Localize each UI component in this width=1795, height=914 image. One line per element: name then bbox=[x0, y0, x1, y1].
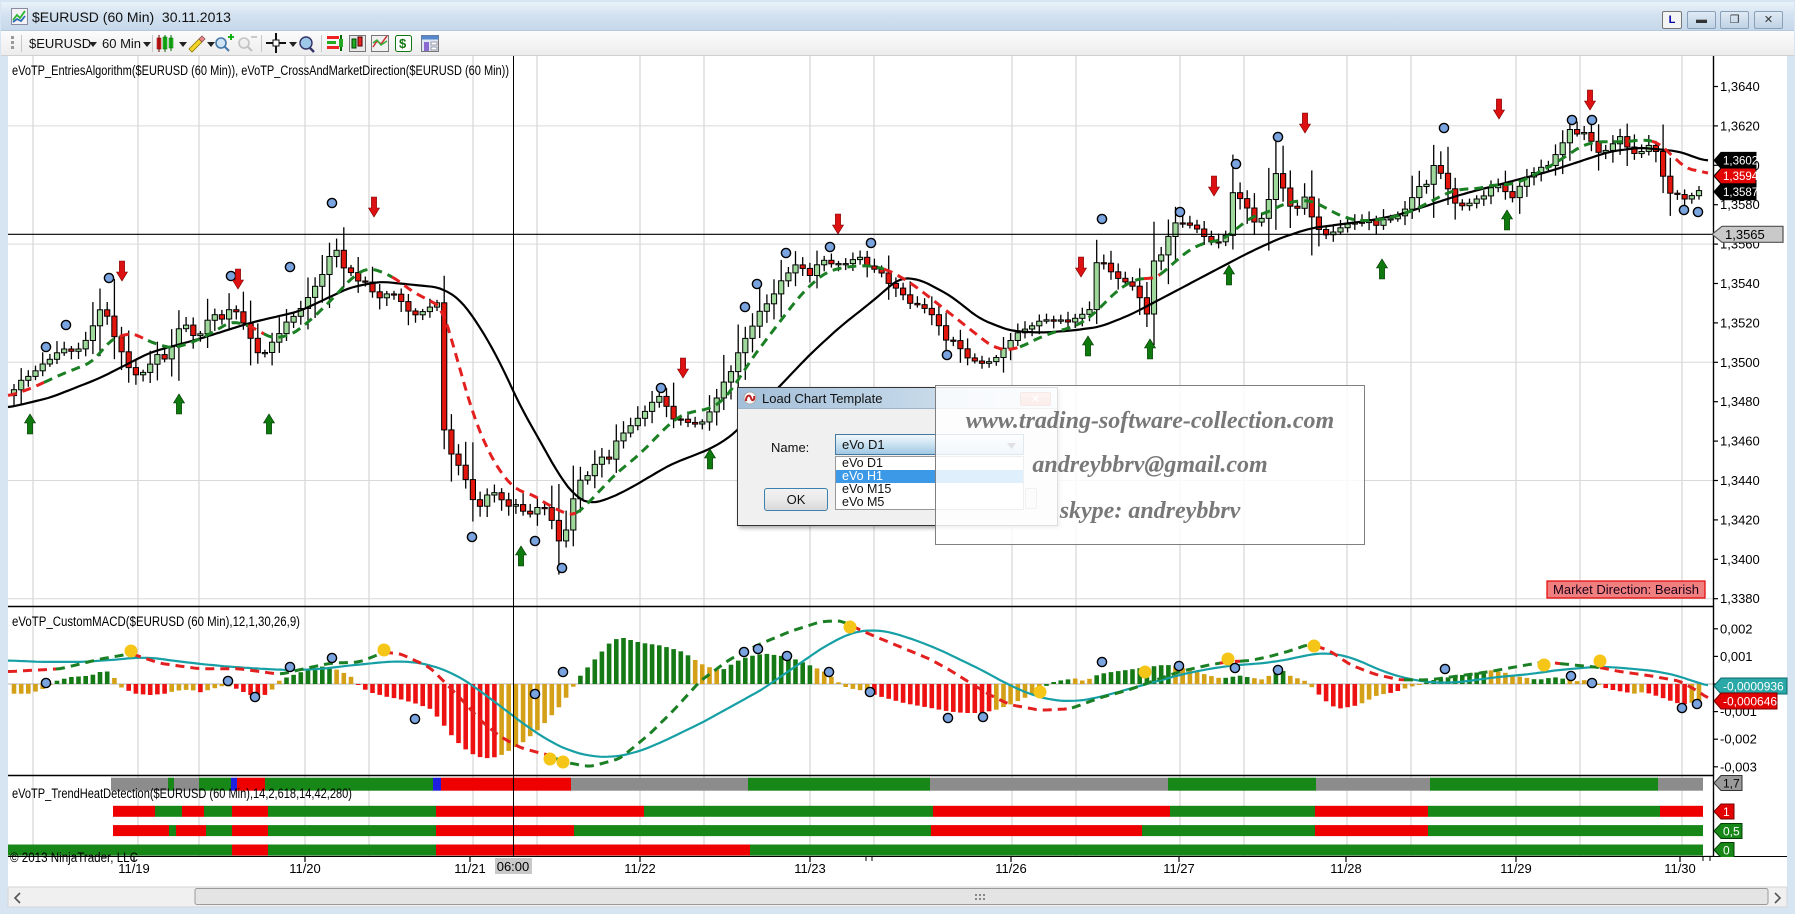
svg-text:-0,0000936: -0,0000936 bbox=[1723, 679, 1784, 693]
svg-text:-0,003: -0,003 bbox=[1720, 759, 1757, 774]
svg-text:1,3602: 1,3602 bbox=[1723, 156, 1758, 168]
svg-text:1,3380: 1,3380 bbox=[1720, 591, 1760, 606]
svg-text:eVoTP_CustomMACD($EURUSD (60 M: eVoTP_CustomMACD($EURUSD (60 Min),12,1,3… bbox=[12, 614, 300, 629]
svg-text:1,3587: 1,3587 bbox=[1723, 187, 1758, 199]
svg-text:1,3594: 1,3594 bbox=[1723, 171, 1759, 183]
svg-text:1,3565: 1,3565 bbox=[1725, 227, 1765, 242]
svg-text:11/30: 11/30 bbox=[1664, 861, 1696, 876]
svg-text:0,001: 0,001 bbox=[1720, 649, 1753, 664]
svg-text:© 2013 NinjaTrader, LLC: © 2013 NinjaTrader, LLC bbox=[10, 850, 138, 865]
svg-text:11/26: 11/26 bbox=[995, 861, 1027, 876]
svg-text:eVoTP_EntriesAlgorithm($EURUSD: eVoTP_EntriesAlgorithm($EURUSD (60 Min))… bbox=[12, 63, 509, 78]
svg-text:11/27: 11/27 bbox=[1163, 861, 1195, 876]
svg-text:1,3640: 1,3640 bbox=[1720, 79, 1760, 94]
svg-text:11/29: 11/29 bbox=[1500, 861, 1532, 876]
svg-text:-0,002: -0,002 bbox=[1720, 732, 1757, 747]
svg-text:1,3460: 1,3460 bbox=[1720, 434, 1760, 449]
svg-text:11/28: 11/28 bbox=[1330, 861, 1362, 876]
svg-text:11/20: 11/20 bbox=[289, 861, 321, 876]
svg-text:1,7: 1,7 bbox=[1723, 776, 1740, 790]
svg-text:1,3440: 1,3440 bbox=[1720, 473, 1760, 488]
svg-text:0,5: 0,5 bbox=[1723, 824, 1740, 838]
svg-text:11/19: 11/19 bbox=[118, 861, 150, 876]
svg-text:-0,000646: -0,000646 bbox=[1723, 694, 1777, 708]
svg-text:11/23: 11/23 bbox=[794, 861, 826, 876]
svg-text:$: $ bbox=[399, 36, 407, 51]
svg-text:1,3620: 1,3620 bbox=[1720, 118, 1760, 133]
svg-text:06:00: 06:00 bbox=[497, 859, 530, 874]
svg-text:1: 1 bbox=[1723, 805, 1730, 819]
svg-text:11/22: 11/22 bbox=[624, 861, 656, 876]
svg-text:1,3500: 1,3500 bbox=[1720, 355, 1760, 370]
svg-text:0,002: 0,002 bbox=[1720, 621, 1753, 636]
svg-text:11/21: 11/21 bbox=[454, 861, 486, 876]
svg-text:60 Min: 60 Min bbox=[102, 36, 141, 51]
svg-text:1,3540: 1,3540 bbox=[1720, 276, 1760, 291]
svg-text:$EURUSD: $EURUSD bbox=[29, 36, 91, 51]
svg-text:1,3580: 1,3580 bbox=[1720, 197, 1760, 212]
svg-text:Market Direction: Bearish: Market Direction: Bearish bbox=[1553, 582, 1699, 597]
svg-text:eVoTP_TrendHeatDetection($EURU: eVoTP_TrendHeatDetection($EURUSD (60 Min… bbox=[12, 786, 352, 801]
svg-text:0: 0 bbox=[1723, 843, 1730, 857]
svg-text:1,3520: 1,3520 bbox=[1720, 315, 1760, 330]
svg-text:1,3400: 1,3400 bbox=[1720, 552, 1760, 567]
svg-text:1,3480: 1,3480 bbox=[1720, 394, 1760, 409]
svg-text:1,3420: 1,3420 bbox=[1720, 512, 1760, 527]
